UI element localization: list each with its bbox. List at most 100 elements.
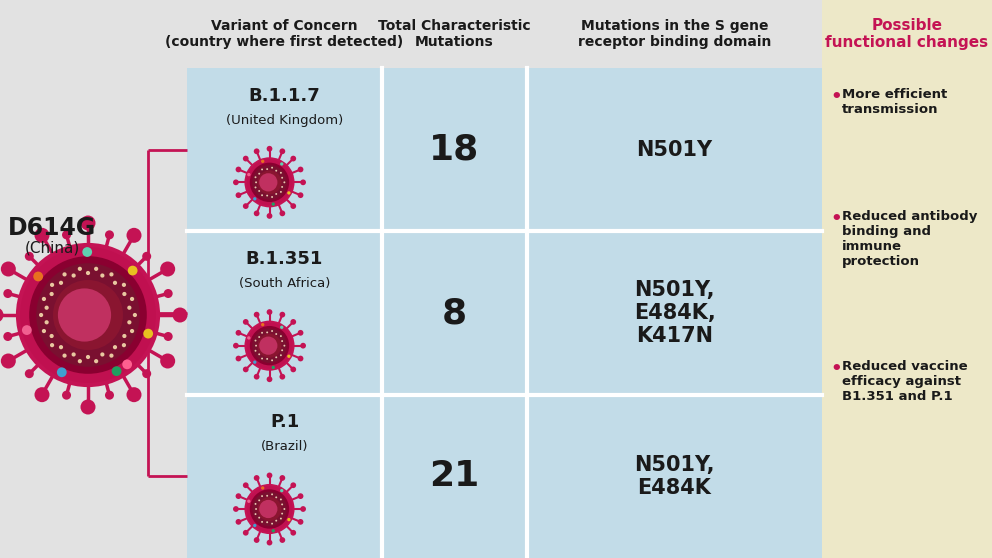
Circle shape xyxy=(113,345,117,349)
Circle shape xyxy=(235,355,241,362)
Circle shape xyxy=(280,498,282,501)
Circle shape xyxy=(86,271,90,275)
Circle shape xyxy=(164,289,173,298)
Circle shape xyxy=(254,312,260,318)
Circle shape xyxy=(254,475,260,481)
Circle shape xyxy=(142,252,151,261)
Circle shape xyxy=(288,354,291,358)
Circle shape xyxy=(291,203,297,209)
Circle shape xyxy=(122,292,126,296)
Circle shape xyxy=(109,272,113,276)
Circle shape xyxy=(71,273,75,278)
Text: Reduced antibody
binding and
immune
protection: Reduced antibody binding and immune prot… xyxy=(842,210,977,268)
Circle shape xyxy=(266,195,268,196)
Circle shape xyxy=(29,256,147,374)
Circle shape xyxy=(245,158,294,206)
Circle shape xyxy=(258,336,260,338)
Circle shape xyxy=(261,194,263,196)
Circle shape xyxy=(62,391,71,400)
Circle shape xyxy=(255,503,257,505)
Text: Possible
functional changes: Possible functional changes xyxy=(825,18,989,50)
Circle shape xyxy=(250,162,290,202)
Circle shape xyxy=(267,309,273,315)
Circle shape xyxy=(280,312,286,318)
Circle shape xyxy=(53,280,123,350)
Circle shape xyxy=(280,354,282,356)
Circle shape xyxy=(281,177,283,179)
Circle shape xyxy=(34,272,43,281)
Circle shape xyxy=(280,374,286,379)
Circle shape xyxy=(284,181,286,183)
Circle shape xyxy=(267,213,273,219)
Circle shape xyxy=(113,281,117,285)
Circle shape xyxy=(266,331,268,333)
Text: Mutations in the S gene
receptor binding domain: Mutations in the S gene receptor binding… xyxy=(577,19,771,49)
Text: More efficient
transmission: More efficient transmission xyxy=(842,88,947,116)
Text: •: • xyxy=(830,88,841,106)
Circle shape xyxy=(80,400,95,415)
Circle shape xyxy=(258,517,260,518)
Circle shape xyxy=(301,506,306,512)
Circle shape xyxy=(22,325,32,335)
Circle shape xyxy=(275,497,277,498)
Circle shape xyxy=(301,343,306,349)
Circle shape xyxy=(235,330,241,336)
Circle shape xyxy=(261,521,263,523)
Circle shape xyxy=(275,357,277,358)
Circle shape xyxy=(298,330,304,336)
Circle shape xyxy=(291,367,297,372)
Circle shape xyxy=(255,340,257,341)
Circle shape xyxy=(275,193,277,195)
Circle shape xyxy=(35,228,50,243)
Circle shape xyxy=(258,170,282,194)
Circle shape xyxy=(35,387,50,402)
Circle shape xyxy=(261,487,265,490)
Circle shape xyxy=(261,323,265,326)
Circle shape xyxy=(259,500,278,518)
Text: •: • xyxy=(830,210,841,228)
Circle shape xyxy=(243,530,249,536)
Circle shape xyxy=(235,519,241,525)
Circle shape xyxy=(253,197,257,200)
Circle shape xyxy=(127,306,132,310)
Circle shape xyxy=(100,273,104,278)
Circle shape xyxy=(243,367,249,372)
Circle shape xyxy=(233,506,239,512)
Circle shape xyxy=(243,156,249,161)
Circle shape xyxy=(127,387,142,402)
Circle shape xyxy=(1,354,16,368)
Circle shape xyxy=(112,366,121,376)
Circle shape xyxy=(298,493,304,499)
Circle shape xyxy=(247,499,251,503)
Circle shape xyxy=(271,493,273,496)
Circle shape xyxy=(0,307,4,323)
Circle shape xyxy=(245,321,294,369)
Circle shape xyxy=(280,518,282,519)
Circle shape xyxy=(280,172,282,174)
Circle shape xyxy=(62,230,71,239)
Circle shape xyxy=(3,289,12,298)
Circle shape xyxy=(261,358,263,359)
Circle shape xyxy=(258,334,282,358)
Circle shape xyxy=(275,170,277,172)
Circle shape xyxy=(266,521,268,523)
Circle shape xyxy=(280,162,284,166)
Circle shape xyxy=(284,345,286,347)
Circle shape xyxy=(86,355,90,359)
Circle shape xyxy=(128,266,138,276)
Circle shape xyxy=(261,332,263,334)
Text: (South Africa): (South Africa) xyxy=(239,277,330,290)
Circle shape xyxy=(255,345,257,347)
Circle shape xyxy=(250,326,290,365)
Circle shape xyxy=(18,245,158,385)
Circle shape xyxy=(253,524,257,527)
Circle shape xyxy=(258,190,260,192)
Circle shape xyxy=(267,540,273,546)
Circle shape xyxy=(25,369,34,378)
Circle shape xyxy=(50,292,54,296)
Circle shape xyxy=(160,262,176,277)
Circle shape xyxy=(3,332,12,341)
Circle shape xyxy=(57,367,66,377)
Circle shape xyxy=(280,191,282,193)
Circle shape xyxy=(252,165,287,200)
